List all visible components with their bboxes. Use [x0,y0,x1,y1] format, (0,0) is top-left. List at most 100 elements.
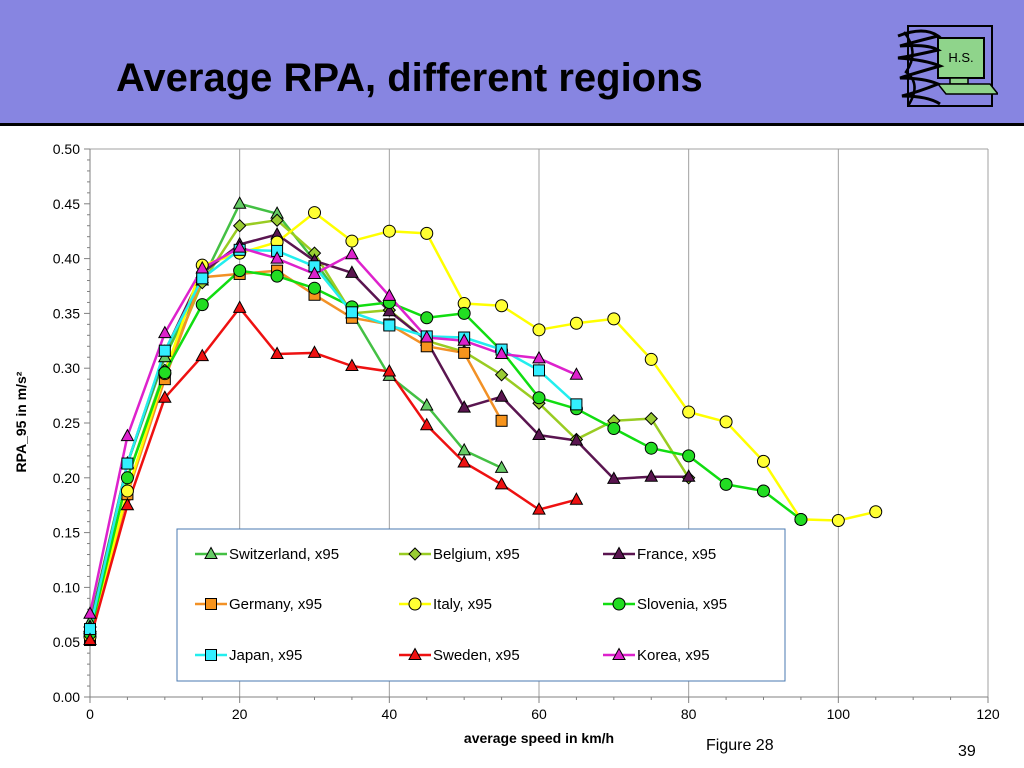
data-point [457,442,472,456]
data-point [494,346,509,359]
data-point [757,454,770,468]
data-point [682,405,696,419]
y-tick-label: 0.35 [53,305,80,321]
legend-label: France, x95 [637,546,716,563]
data-point [157,325,172,339]
data-point [532,350,546,364]
data-point [495,299,509,313]
chart-axes: 0.00 0.05 0.10 0.15 0.20 0.25 0.30 0.35 0.40 0.45… [53,141,1000,722]
data-point [420,226,434,240]
data-point [121,457,134,470]
legend-label: Belgium, x95 [433,546,520,563]
y-tick-label: 0.15 [53,525,80,541]
data-point [345,234,359,248]
data-point [382,303,397,317]
data-point [419,397,434,411]
data-point [457,400,472,413]
legend-marker [612,597,626,611]
data-point [195,298,209,312]
data-point [682,449,696,463]
data-point [308,206,321,220]
y-tick-label: 0.05 [53,634,80,650]
data-point [607,312,621,326]
data-point [307,266,322,279]
x-tick-label: 0 [86,706,94,722]
legend-label: Germany, x95 [229,596,322,613]
legend-label: Switzerland, x95 [229,546,339,563]
data-point [495,414,508,427]
data-point [494,460,509,473]
legend-marker [205,598,217,610]
data-point [457,306,471,320]
legend-marker [612,647,626,660]
legend-label: Sweden, x95 [433,647,520,664]
x-tick-label: 120 [976,706,1000,722]
data-point [644,441,658,455]
data-point [382,363,397,377]
legend-marker [408,597,422,611]
x-tick-label: 100 [827,706,851,722]
data-point [345,306,358,319]
data-point [83,606,97,619]
data-point [308,281,321,295]
y-tick-label: 0.00 [53,689,80,705]
y-tick-label: 0.20 [53,470,80,486]
data-point [457,333,472,346]
legend-label: Slovenia, x95 [637,596,727,613]
data-point [232,240,247,253]
data-point [532,391,546,405]
data-point [196,272,209,285]
data-point [606,471,621,484]
data-point [120,497,135,511]
data-point [419,417,434,431]
data-point [869,505,883,519]
legend-marker [612,546,626,559]
y-axis-label: RPA_95 in m/s² [13,371,29,472]
data-point [382,224,396,238]
x-tick-label: 40 [382,706,398,722]
data-point [570,398,583,411]
data-point [494,389,509,402]
legend-box [176,528,786,682]
data-point [307,345,322,358]
data-point [569,432,584,446]
data-point [644,352,658,366]
data-point [794,512,808,526]
data-point [607,421,621,435]
data-point [681,469,696,482]
y-tick-label: 0.50 [53,141,80,157]
legend-label: Japan, x95 [229,647,302,664]
y-tick-label: 0.40 [53,251,80,267]
y-tick-label: 0.10 [53,579,80,595]
y-tick-label: 0.30 [53,360,80,376]
x-axis-label: average speed in km/h [464,730,614,746]
slide-number: 39 [958,743,976,760]
data-point [383,319,396,332]
data-point [232,219,247,233]
title-band: Average RPA, different regions H.S. [0,0,1024,126]
data-point [532,427,546,441]
logo-text: H.S. [948,50,973,65]
data-point [644,411,658,426]
data-point [270,251,284,264]
legend-label: Italy, x95 [433,596,492,613]
data-point [719,477,733,491]
data-point [644,469,659,482]
series-line [88,248,578,630]
y-tick-label: 0.25 [53,415,80,431]
data-point [158,344,171,357]
data-point [195,348,210,362]
data-point [270,346,284,359]
hs-logo: H.S. [897,25,998,107]
data-point [120,471,134,485]
rpa-line-chart: 0.00 0.05 0.10 0.15 0.20 0.25 0.30 0.35 0.40 0.45… [13,141,1000,746]
figure-caption: Figure 28 [706,737,774,754]
data-point [831,514,845,528]
legend-marker [204,546,218,559]
series-line [88,306,577,641]
chart-series [83,196,883,647]
y-tick-label: 0.45 [53,196,80,212]
chart-legend: Switzerland, x95 Belgium, x95 France, x95 G… [176,528,786,682]
legend-marker [408,547,422,561]
data-point [757,484,770,498]
